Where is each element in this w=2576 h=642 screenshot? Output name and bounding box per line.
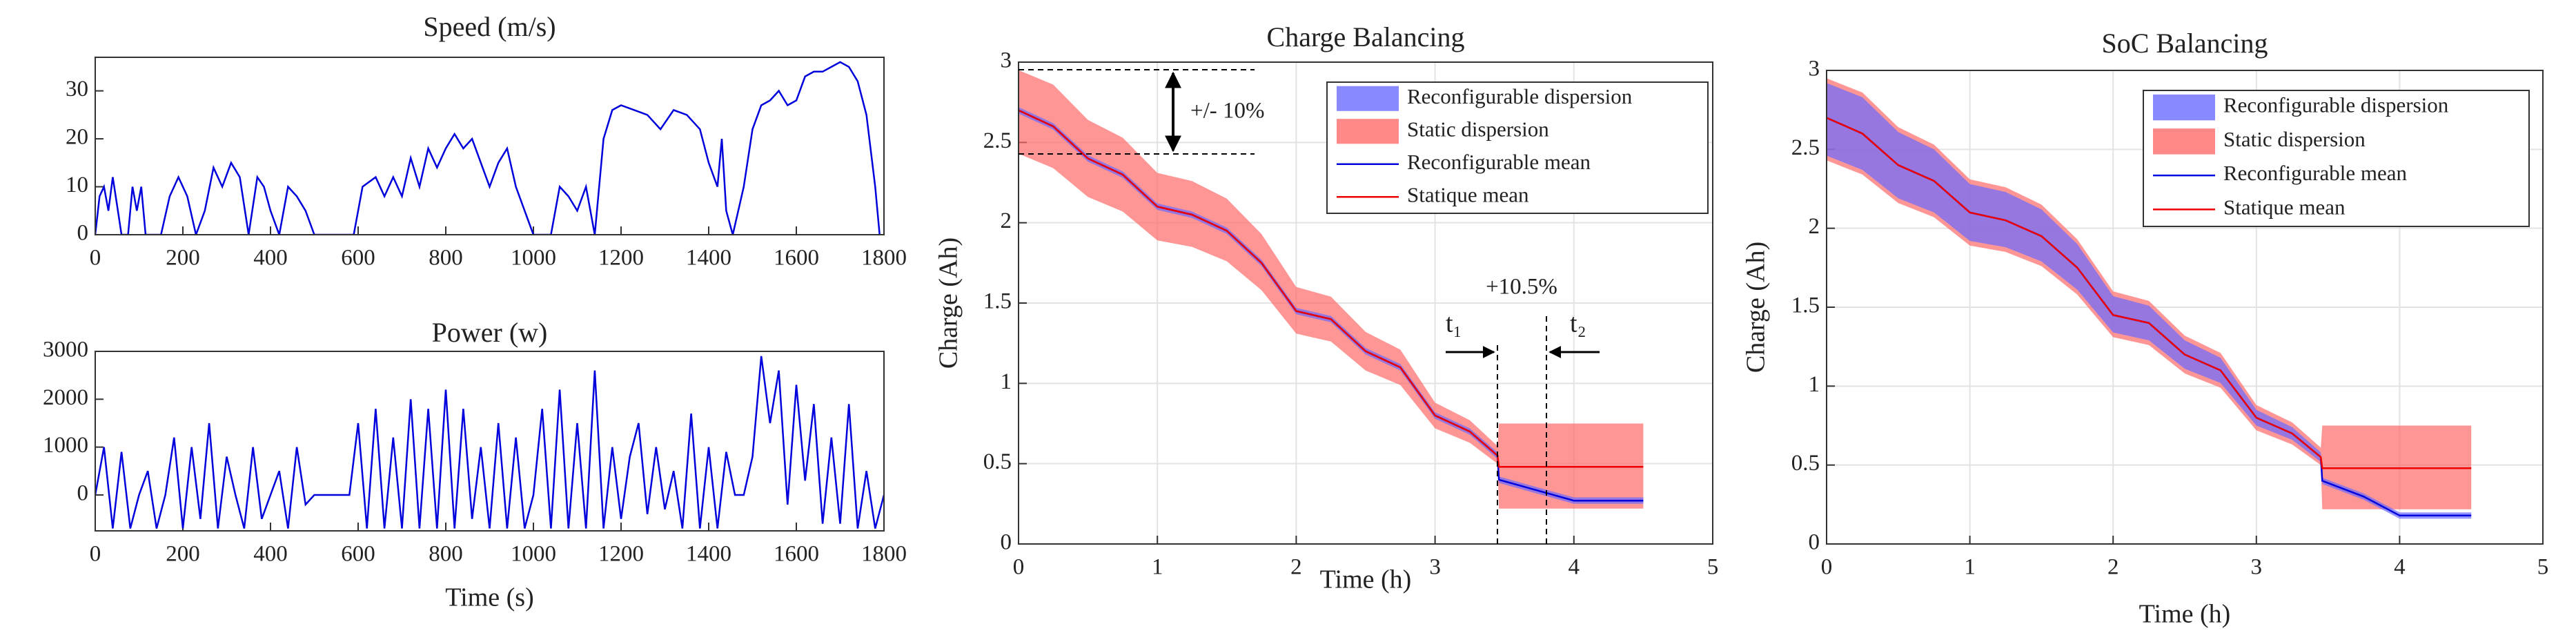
- legend-label: Reconfigurable mean: [2223, 161, 2407, 185]
- x-axis-label: Time (s): [445, 583, 533, 612]
- x-tick-label: 400: [253, 542, 288, 567]
- legend-swatch: [1337, 86, 1399, 111]
- x-tick-label: 0: [90, 246, 101, 271]
- annotation: t₂: [1570, 309, 1586, 338]
- x-tick-label: 800: [429, 542, 463, 567]
- x-tick-label: 1800: [861, 542, 907, 567]
- plots: 0 200 400 600 800 1000 1200 1400 1600 18000102030…: [43, 11, 2548, 629]
- legend-label: Reconfigurable dispersion: [2223, 93, 2449, 117]
- x-tick-label: 200: [166, 246, 200, 271]
- legend-swatch: [2153, 94, 2215, 121]
- x-tick-label: 800: [429, 246, 463, 271]
- legend-label: Static dispersion: [2223, 127, 2366, 151]
- x-tick-label: 3: [1429, 555, 1441, 580]
- y-tick-label: 1: [1001, 369, 1012, 394]
- x-tick-label: 1200: [598, 542, 644, 567]
- x-tick-label: 3: [2251, 555, 2263, 580]
- x-tick-label: 0: [90, 542, 101, 567]
- annotation: t₁: [1446, 309, 1462, 338]
- dispersion-band: [1019, 70, 1644, 509]
- x-tick-label: 5: [1707, 555, 1719, 580]
- legend-label: Static dispersion: [1407, 117, 1549, 141]
- y-tick-label: 1000: [43, 433, 88, 458]
- x-tick-label: 1800: [861, 246, 907, 271]
- chart-title: SoC Balancing: [2101, 28, 2268, 59]
- x-axis-label: Time (h): [2139, 600, 2231, 629]
- y-tick-label: 2: [1001, 208, 1012, 233]
- y-tick-label: 0.5: [983, 449, 1012, 474]
- legend-label: Reconfigurable mean: [1407, 150, 1591, 174]
- y-tick-label: 30: [66, 77, 88, 101]
- y-axis-label: Charge (Ah): [934, 237, 963, 369]
- y-tick-label: 1.5: [983, 289, 1012, 314]
- y-tick-label: 2: [1809, 214, 1820, 239]
- legend-label: Reconfigurable dispersion: [1407, 84, 1633, 108]
- y-tick-label: 20: [66, 125, 88, 150]
- y-tick-label: 2.5: [1791, 135, 1820, 160]
- x-tick-label: 2: [1290, 555, 1302, 580]
- x-tick-label: 1600: [774, 246, 819, 271]
- x-tick-label: 400: [253, 246, 288, 271]
- axes-frame: [1826, 70, 2544, 545]
- y-tick-label: 3000: [43, 338, 88, 362]
- data-line: [1019, 109, 1644, 468]
- x-tick-label: 0: [1013, 555, 1025, 580]
- y-tick-label: 0.5: [1791, 451, 1820, 476]
- legend-swatch: [1337, 119, 1399, 144]
- x-axis-label: Time (h): [1320, 565, 1412, 594]
- x-tick-label: 600: [341, 246, 375, 271]
- x-tick-label: 200: [166, 542, 200, 567]
- annotation: +10.5%: [1486, 275, 1557, 300]
- x-tick-label: 1: [1152, 555, 1163, 580]
- dispersion-band: [1827, 83, 2472, 519]
- y-tick-label: 3: [1001, 48, 1012, 73]
- annotations: +/- 10% +10.5% t₁ t₂: [1019, 69, 1600, 544]
- chart-title: Charge Balancing: [1267, 21, 1465, 52]
- x-tick-label: 600: [341, 542, 375, 567]
- x-tick-label: 1000: [511, 246, 556, 271]
- x-tick-label: 5: [2537, 555, 2549, 580]
- x-tick-label: 1: [1964, 555, 1976, 580]
- x-tick-label: 1200: [598, 246, 644, 271]
- plot-area: [95, 57, 884, 235]
- chart-title: Power (w): [432, 317, 548, 348]
- legend-swatch: [2153, 128, 2215, 155]
- x-tick-label: 1600: [774, 542, 819, 567]
- y-tick-label: 0: [77, 221, 89, 246]
- data-line: [95, 61, 881, 235]
- plot-area: [95, 351, 884, 531]
- y-axis-label: Charge (Ah): [1742, 242, 1771, 373]
- axes-frame: [95, 351, 885, 532]
- y-tick-label: 10: [66, 173, 88, 197]
- chart-title: Speed (m/s): [423, 11, 555, 42]
- annotation: +/- 10%: [1190, 99, 1265, 124]
- x-tick-label: 1400: [686, 542, 731, 567]
- axes-frame: [95, 57, 885, 235]
- y-tick-label: 1.5: [1791, 293, 1820, 318]
- y-tick-label: 0: [1809, 530, 1820, 555]
- x-tick-label: 0: [1821, 555, 1833, 580]
- data-line: [95, 356, 884, 529]
- legend-label: Statique mean: [2223, 195, 2346, 219]
- data-line: [1827, 117, 2472, 469]
- x-tick-label: 1400: [686, 246, 731, 271]
- y-tick-label: 0: [77, 481, 89, 506]
- legend-label: Statique mean: [1407, 182, 1529, 206]
- y-tick-label: 2000: [43, 385, 88, 410]
- y-tick-label: 1: [1809, 372, 1820, 397]
- y-tick-label: 0: [1001, 530, 1012, 555]
- x-tick-label: 2: [2107, 555, 2119, 580]
- x-tick-label: 1000: [511, 542, 556, 567]
- axes-frame: [1018, 61, 1713, 545]
- y-tick-label: 2.5: [983, 128, 1012, 153]
- dispersion-band: [1827, 78, 2472, 509]
- y-tick-label: 3: [1809, 57, 1820, 81]
- x-tick-label: 4: [2394, 555, 2406, 580]
- x-tick-label: 4: [1569, 555, 1580, 580]
